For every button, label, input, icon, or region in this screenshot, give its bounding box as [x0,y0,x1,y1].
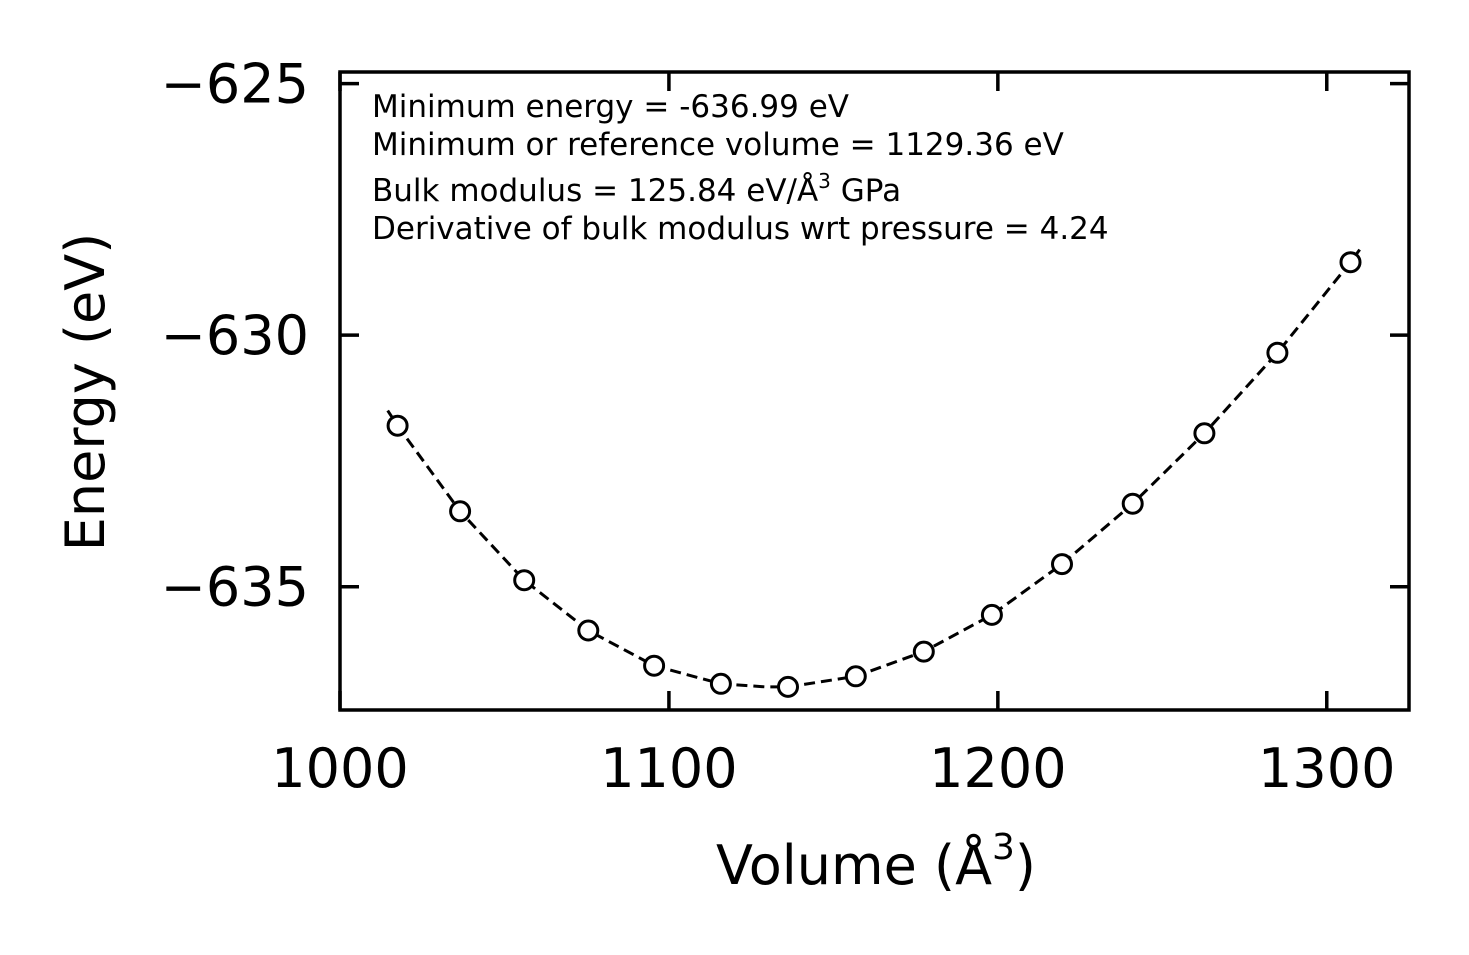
data-point [386,414,409,437]
data-point [912,640,935,663]
y-tick-label: −635 [161,556,309,619]
data-point [1339,251,1362,274]
plot-area [386,248,1362,698]
x-tick-label: 1300 [1258,737,1395,800]
axis-ticks [338,72,1409,710]
annotation-min-energy: Minimum energy = -636.99 eV [372,89,849,125]
y-tick-label: −625 [161,53,309,116]
annotation-box: Minimum energy = -636.99 eV Minimum or r… [372,89,1109,247]
annotation-bulk-modulus-text: Bulk modulus = 125.84 eV/Å [372,173,818,209]
annotation-min-volume: Minimum or reference volume = 1129.36 eV [372,127,1064,163]
data-point [844,665,867,688]
data-point [643,654,666,677]
x-tick-label: 1100 [600,737,737,800]
x-tick-label: 1000 [271,737,408,800]
data-point [709,672,732,695]
x-tick-label: 1200 [929,737,1066,800]
data-point [577,619,600,642]
fit-curve [386,248,1361,689]
data-point [1051,553,1073,576]
annotation-bulk-modulus-derivative: Derivative of bulk modulus wrt pressure … [372,211,1109,247]
x-axis-label: Volume (Å3) [716,827,1036,897]
data-point [980,603,1003,626]
annotation-bulk-modulus: Bulk modulus = 125.84 eV/Å3 GPa [372,169,901,209]
axes-frame [338,70,1411,712]
data-point [1121,492,1144,515]
y-tick-label: −630 [161,304,309,367]
x-axis-label-main: Volume (Å [716,833,992,897]
data-point [1193,422,1216,445]
data-point [449,500,472,523]
data-point [1266,341,1289,364]
x-axis-label-sup: 3 [992,827,1015,868]
data-point [513,569,536,592]
y-axis-label: Energy (eV) [54,233,117,552]
annotation-bulk-modulus-sup: 3 [818,169,831,193]
data-point [777,675,799,698]
annotation-bulk-modulus-tail: GPa [831,173,901,209]
x-axis-label-end: ) [1015,834,1036,897]
